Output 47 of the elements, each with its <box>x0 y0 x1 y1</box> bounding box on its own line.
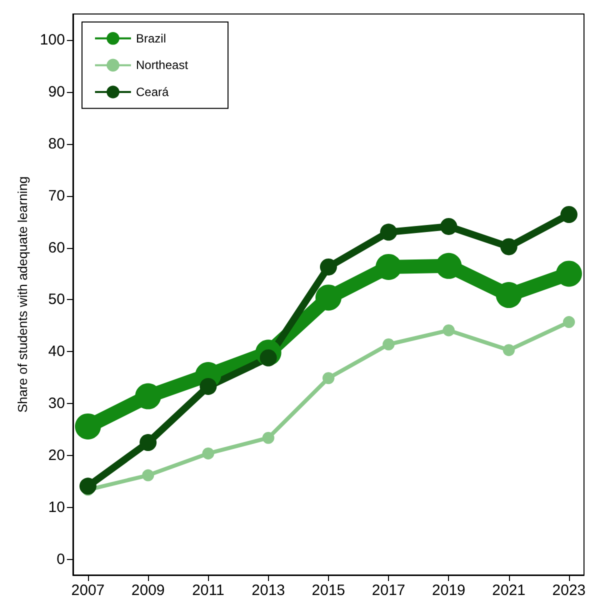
point <box>200 378 217 395</box>
x-tick-label: 2021 <box>492 582 526 599</box>
point <box>380 224 398 241</box>
x-tick-label: 2017 <box>372 582 406 599</box>
y-tick-label: 90 <box>48 83 65 100</box>
y-tick-label: 40 <box>48 343 65 360</box>
y-tick-label: 80 <box>48 135 65 152</box>
point <box>315 284 342 311</box>
legend-label: Ceará <box>136 85 170 99</box>
y-tick-label: 50 <box>48 291 65 308</box>
point <box>74 413 101 440</box>
point <box>320 258 337 276</box>
y-axis-title: Share of students with adequate learning <box>15 176 30 413</box>
point <box>560 206 578 223</box>
point <box>142 469 154 482</box>
y-tick-label: 10 <box>48 498 65 516</box>
point <box>202 447 214 460</box>
point <box>262 432 274 444</box>
point <box>322 372 334 384</box>
y-tick-label: 0 <box>56 550 65 568</box>
point <box>496 282 522 308</box>
point <box>436 252 462 279</box>
x-tick-label: 2009 <box>131 582 165 599</box>
point <box>562 316 575 328</box>
x-tick-label: 2007 <box>71 582 105 599</box>
point <box>376 254 402 280</box>
point <box>135 383 162 410</box>
point <box>502 344 515 356</box>
x-tick-label: 2011 <box>192 582 224 599</box>
point <box>440 218 458 235</box>
point <box>79 478 96 495</box>
x-tick-label: 2023 <box>552 582 586 599</box>
point <box>442 324 455 336</box>
x-tick-label: 2013 <box>252 582 286 599</box>
y-tick-label: 20 <box>48 447 65 464</box>
point <box>556 260 582 287</box>
legend-label: Brazil <box>136 31 166 46</box>
legend-label: Northeast <box>136 58 189 72</box>
y-tick-label: 30 <box>48 395 65 412</box>
x-tick-label: 2015 <box>312 582 346 599</box>
y-tick-label: 100 <box>40 31 65 48</box>
point <box>382 338 395 350</box>
x-tick-label: 2019 <box>432 582 466 599</box>
y-tick-label: 60 <box>48 239 65 256</box>
point <box>140 434 157 452</box>
point <box>500 238 518 256</box>
y-tick-label: 70 <box>48 187 65 204</box>
